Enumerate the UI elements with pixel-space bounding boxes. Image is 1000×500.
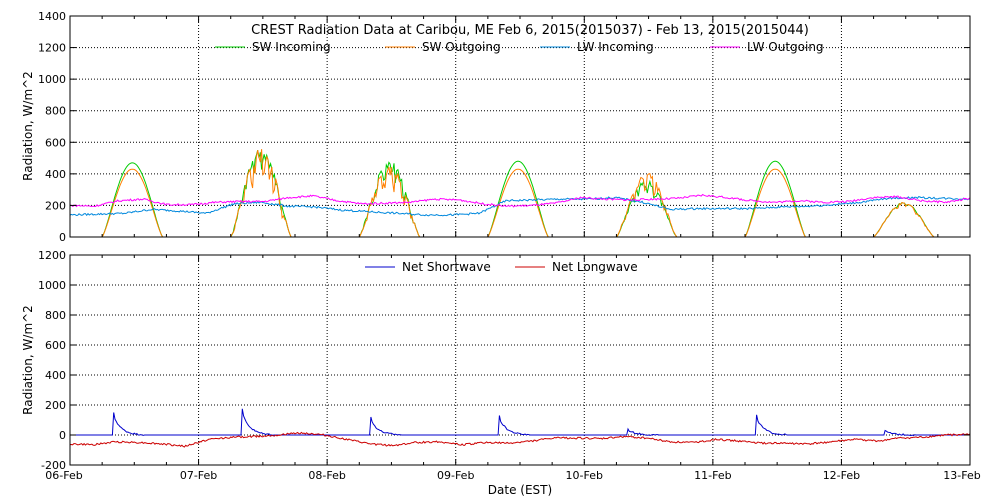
- y-tick-label: 200: [45, 399, 66, 412]
- top-y-axis-label: Radiation, W/m^2: [21, 71, 35, 181]
- y-tick-label: 800: [45, 105, 66, 118]
- y-tick-label: 1200: [38, 42, 66, 55]
- top-y-ticks: 0 200 400 600 800 1000 1200 1400: [38, 10, 971, 244]
- y-tick-label: 600: [45, 136, 66, 149]
- y-tick-label: 1200: [38, 249, 66, 262]
- x-tick-label: 07-Feb: [180, 469, 217, 482]
- top-legend: SW Incoming SW Outgoing LW Incoming LW Outg…: [215, 40, 824, 54]
- bottom-grid: [70, 255, 970, 465]
- top-chart-title: CREST Radiation Data at Caribou, ME Feb …: [251, 23, 809, 38]
- x-axis-label: Date (EST): [488, 483, 552, 497]
- legend-label: Net Longwave: [552, 260, 638, 274]
- y-tick-label: 1000: [38, 279, 66, 292]
- x-tick-label: 12-Feb: [823, 469, 860, 482]
- series-line-lw-outgoing: [70, 193, 971, 208]
- y-tick-label: 400: [45, 369, 66, 382]
- legend-label: LW Incoming: [577, 40, 654, 54]
- y-tick-label: 1000: [38, 73, 66, 86]
- y-tick-label: 0: [59, 231, 66, 244]
- top-panel: 0 200 400 600 800 1000 1200 1400 CREST Radiatio…: [21, 10, 971, 244]
- y-tick-label: 400: [45, 168, 66, 181]
- series-line-net-longwave: [69, 431, 971, 448]
- x-tick-label: 13-Feb: [943, 469, 980, 482]
- x-tick-label: 11-Feb: [694, 469, 731, 482]
- y-tick-label: -200: [41, 459, 66, 472]
- x-tick-label: 10-Feb: [566, 469, 603, 482]
- x-axis-ticks: 06-Feb 07-Feb 08-Feb 09-Feb 10-Feb 11-Feb 12-F…: [45, 469, 980, 482]
- bottom-y-ticks: -200 0 200 400 600 800 1000 1200: [38, 249, 971, 472]
- series-line-net-shortwave: [70, 408, 970, 437]
- bottom-series: [69, 408, 971, 448]
- y-tick-label: 600: [45, 339, 66, 352]
- x-tick-label: 06-Feb: [45, 469, 82, 482]
- series-line-lw-incoming: [69, 196, 971, 217]
- legend-label: Net Shortwave: [402, 260, 491, 274]
- y-tick-label: 200: [45, 199, 66, 212]
- legend-label: SW Outgoing: [422, 40, 501, 54]
- bottom-y-axis-label: Radiation, W/m^2: [21, 305, 35, 415]
- legend-label: SW Incoming: [252, 40, 331, 54]
- bottom-legend: Net Shortwave Net Longwave: [365, 260, 638, 274]
- y-tick-label: 1400: [38, 10, 66, 23]
- x-tick-label: 08-Feb: [308, 469, 345, 482]
- y-tick-label: 800: [45, 309, 66, 322]
- legend-label: LW Outgoing: [747, 40, 824, 54]
- bottom-panel: -200 0 200 400 600 800 1000 1200 06-Feb 07-Feb 08…: [21, 249, 981, 497]
- x-tick-label: 09-Feb: [437, 469, 474, 482]
- y-tick-label: 0: [59, 429, 66, 442]
